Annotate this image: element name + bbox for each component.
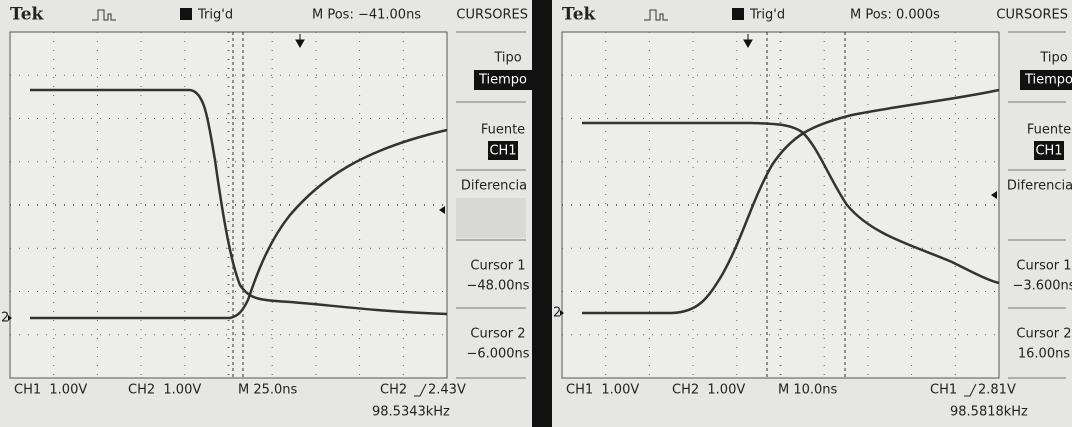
trigger-icon — [732, 8, 744, 20]
scope-screenshots: 2TekTrig'dM Pos: −41.00nsCURSORESTipoTie… — [0, 0, 1072, 427]
ch1-scale: CH1 1.00V — [14, 383, 87, 398]
menu-value: CH1 — [489, 144, 516, 159]
menu-value: −48.00ns — [466, 279, 529, 294]
menu-label: Cursor 2 — [1016, 327, 1071, 342]
timebase: M 25.0ns — [238, 383, 298, 398]
menu-title: CURSORES — [456, 8, 528, 23]
brand-logo: Tek — [562, 5, 597, 25]
trigger-icon — [180, 8, 192, 20]
menu-label: Diferencia — [1007, 179, 1072, 194]
trigger-level: 2.81V — [978, 383, 1016, 398]
horizontal-position: M Pos: −41.00ns — [312, 8, 421, 23]
trigger-level: 2.43V — [428, 383, 466, 398]
graticule — [10, 32, 447, 378]
menu-label: Cursor 2 — [470, 327, 525, 342]
horizontal-position: M Pos: 0.000s — [850, 8, 940, 23]
menu-label: Cursor 1 — [1016, 259, 1071, 274]
trigger-status: Trig'd — [197, 8, 233, 23]
trigger-status: Trig'd — [749, 8, 785, 23]
menu-label: Tipo — [493, 51, 521, 66]
menu-label: Cursor 1 — [470, 259, 525, 274]
trigger-source: CH2 — [380, 383, 407, 398]
menu-title: CURSORES — [996, 8, 1068, 23]
menu-value: Tiempo — [478, 73, 527, 88]
menu-label: Fuente — [1027, 123, 1071, 138]
menu-blank — [456, 198, 526, 238]
trigger-frequency: 98.5818kHz — [950, 405, 1028, 420]
menu-label: Fuente — [481, 123, 525, 138]
menu-label: Tipo — [1039, 51, 1067, 66]
ch2-scale: CH2 1.00V — [672, 383, 745, 398]
menu-value: 16.00ns — [1018, 347, 1070, 362]
trigger-source: CH1 — [930, 383, 957, 398]
menu-value: Tiempo — [1024, 73, 1072, 88]
menu-value: −3.600ns — [1012, 279, 1072, 294]
trigger-frequency: 98.5343kHz — [372, 405, 450, 420]
graticule — [562, 32, 999, 378]
brand-logo: Tek — [10, 5, 45, 25]
menu-label: Diferencia — [461, 179, 527, 194]
ch1-scale: CH1 1.00V — [566, 383, 639, 398]
timebase: M 10.0ns — [778, 383, 838, 398]
menu-value: −6.000ns — [466, 347, 529, 362]
menu-value: CH1 — [1035, 144, 1062, 159]
ch2-scale: CH2 1.00V — [128, 383, 201, 398]
